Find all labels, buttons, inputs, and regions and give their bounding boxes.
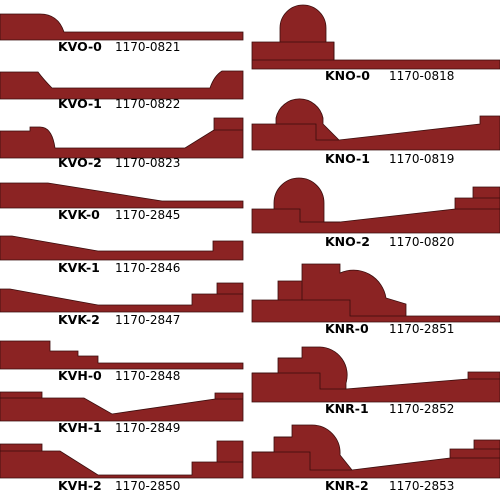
profile-kvh-1 [0,391,244,422]
profile-code: KVH-1 [58,420,102,435]
part-number: 1170-2846 [115,261,180,275]
profile-kvk-2 [0,282,244,313]
part-number: 1170-0819 [389,152,454,166]
part-number: 1170-2848 [115,369,180,383]
profile-kvk-0 [0,182,244,209]
profile-code: KVK-1 [58,260,100,275]
profile-code: KVO-2 [58,155,102,170]
part-number: 1170-2853 [389,479,454,493]
profile-code: KNO-2 [325,234,370,249]
part-number: 1170-2849 [115,421,180,435]
part-number: 1170-2852 [389,402,454,416]
profile-code: KVH-0 [58,368,102,383]
profile-kvh-2 [0,440,244,479]
profile-kno-2 [251,177,500,234]
part-number: 1170-2845 [115,208,180,222]
profile-code: KNR-1 [325,401,369,416]
profile-code: KVK-0 [58,207,100,222]
profile-kvo-0 [0,13,244,41]
part-number: 1170-0821 [115,40,180,54]
profile-kno-0 [251,4,500,70]
part-number: 1170-0818 [389,69,454,83]
part-number: 1170-0820 [389,235,454,249]
profile-code: KVH-2 [58,478,102,493]
profile-knr-0 [251,263,500,323]
part-number: 1170-2851 [389,322,454,336]
profile-code: KNO-1 [325,151,370,166]
profile-kvk-1 [0,235,244,261]
profile-kvo-1 [0,70,244,100]
profile-kvh-0 [0,340,244,370]
profile-kno-1 [251,98,500,151]
part-number: 1170-2850 [115,479,180,493]
profile-code: KVO-1 [58,96,102,111]
part-number: 1170-0823 [115,156,180,170]
profile-code: KNR-2 [325,478,369,493]
part-number: 1170-0822 [115,97,180,111]
profile-knr-2 [251,424,500,479]
profile-code: KNR-0 [325,321,369,336]
profile-code: KVK-2 [58,312,100,327]
part-number: 1170-2847 [115,313,180,327]
profile-code: KVO-0 [58,39,102,54]
profile-kvo-2 [0,117,244,159]
profile-code: KNO-0 [325,68,370,83]
profile-knr-1 [251,346,500,403]
